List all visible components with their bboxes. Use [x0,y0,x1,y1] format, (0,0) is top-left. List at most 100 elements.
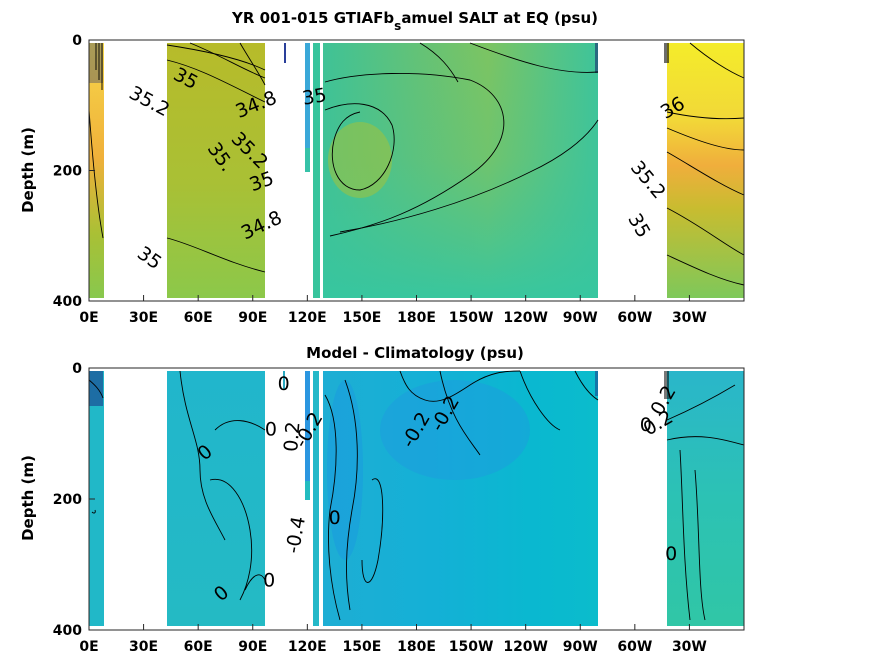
bottom-contour [344,379,358,611]
top-x-tick-label: 90E [238,310,267,326]
bottom-dark-edge [664,371,669,399]
bottom-contour [439,370,481,456]
bottom-contour [88,379,104,399]
top-contour [88,109,104,239]
bottom-west-edge-fill [89,371,104,626]
bottom-contour [91,509,96,514]
top-strip-2 [305,43,310,148]
bottom-contour [519,370,561,431]
bottom-contour [679,449,691,621]
top-contour-lines [88,42,745,286]
bottom-contour [361,478,384,583]
bottom-contour-label: 0 [640,414,652,436]
bottom-contour-lines [88,370,745,621]
top-x-tick-label: 30E [129,310,158,326]
top-contour [95,43,103,90]
top-strip-1 [284,43,286,63]
bottom-pacific-shade [380,380,530,480]
top-contour [166,237,266,273]
bottom-x-tick-label: 0E [79,639,98,655]
bottom-contour-label: 0.2 [280,421,305,453]
top-contour [666,207,745,256]
top-strip-3 [305,148,310,172]
bottom-y-tick-label: 0 [72,361,82,377]
bottom-panel-title: Model - Climatology (psu) [306,344,524,362]
bottom-contour-label: 0 [265,419,277,441]
top-atlantic-fill [667,43,744,298]
bottom-x-tick-label: 150W [449,639,494,655]
salinity-panel: YR 001-015 GTIAFbsamuel SALT at EQ (psu) [19,9,745,326]
top-x-tick-label: 60E [184,310,213,326]
top-y-axis: 0 200 400 [53,33,95,310]
top-x-tick-label: 150E [343,310,382,326]
bottom-y-axis-label: Depth (m) [19,455,37,541]
top-x-tick-label: 120E [288,310,327,326]
bottom-x-tick-label: 120W [503,639,548,655]
bottom-contour-label: 0 [329,507,341,529]
bottom-x-axis: 0E 30E 60E 90E 120E 150E 180E 150W 120W 90W 60W 30W [79,624,707,655]
top-x-tick-label: 30W [672,310,707,326]
bottom-contour [666,384,736,421]
top-x-tick-label: 60W [617,310,652,326]
top-contour [666,127,745,151]
bottom-contour [324,394,341,621]
bottom-west-edge-dark [89,371,103,406]
top-contour [166,59,266,103]
bottom-field [89,371,744,626]
top-contour [189,42,266,79]
top-contour-label: 35.2 [125,82,173,121]
top-contour [339,119,599,233]
top-y-axis-label: Depth (m) [19,127,37,213]
bottom-dark-edge-2 [595,371,598,396]
bottom-contour [666,436,745,446]
top-contour-label: 35 [133,242,165,274]
bottom-x-tick-label: 30E [129,639,158,655]
bottom-x-tick-label: 60E [184,639,213,655]
bottom-x-tick-label: 180E [397,639,436,655]
bottom-pacific-shade-2 [327,380,363,560]
top-x-axis: 0E 30E 60E 90E 120E 150E 180E 150W 120W 90W 60W 30W [79,295,707,326]
top-contour [666,111,745,120]
bottom-y-tick-label: 200 [53,492,82,508]
top-pacific-core [328,122,392,198]
bottom-x-tick-label: 60W [617,639,652,655]
bottom-x-tick-label: 30W [672,639,707,655]
top-panel-title: YR 001-015 GTIAFbsamuel SALT at EQ (psu) [231,9,598,33]
bottom-x-tick-label: 120E [288,639,327,655]
bottom-contour-label: 0 [263,569,275,591]
top-contour [166,44,266,71]
bottom-strip-2 [305,371,310,481]
top-contour-label: 35 [623,210,654,242]
top-y-tick-label: 400 [53,294,82,310]
bottom-strip-4 [313,371,319,626]
bottom-y-tick-label: 400 [53,623,82,639]
top-west-edge-fill [89,43,104,298]
top-x-tick-label: 90W [563,310,598,326]
bottom-contour [694,469,706,621]
top-contour [666,151,745,196]
top-contour [324,72,505,237]
top-x-tick-label: 0E [79,310,98,326]
top-x-tick-label: 150W [449,310,494,326]
anomaly-panel: Model - Climatology (psu) [19,344,745,655]
bottom-x-tick-label: 90E [238,639,267,655]
top-contour [469,42,599,73]
bottom-pacific-fill [323,371,598,626]
top-contour-label: 35 [301,84,329,110]
bottom-contour [574,370,599,401]
top-contour [419,42,459,83]
top-strip-4 [313,43,320,298]
bottom-contour [244,574,266,591]
top-contour [324,103,395,191]
top-contour [689,42,745,79]
top-contour [239,42,266,86]
top-x-tick-label: 120W [503,310,548,326]
bottom-contour [209,478,253,601]
bottom-atlantic-fill [667,371,744,626]
bottom-strip-3 [305,481,310,500]
top-dark-edge-2 [595,43,598,73]
bottom-contour-label: -0.4 [282,515,310,555]
top-dark-edge-3 [664,43,669,63]
bottom-strip-1 [283,371,285,389]
